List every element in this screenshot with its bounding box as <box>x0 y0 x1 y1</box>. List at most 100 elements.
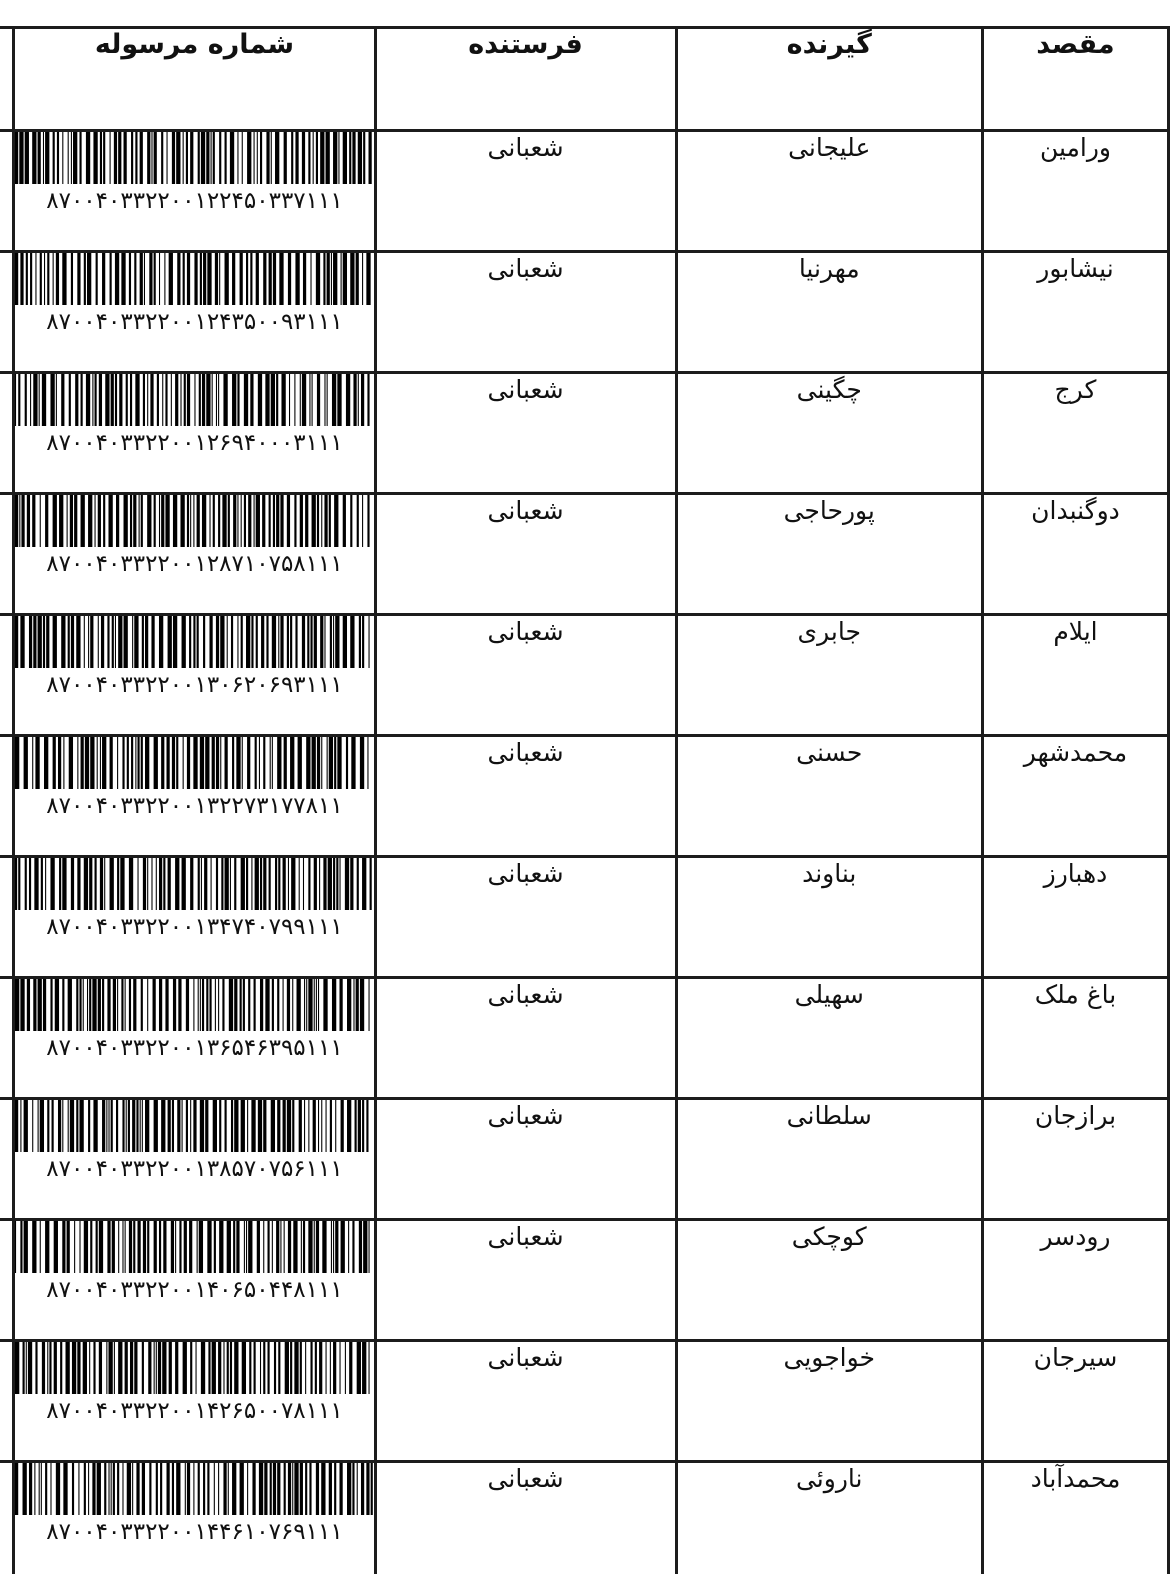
cell-receiver: جابری <box>674 613 984 737</box>
cell-sender: شعبانی <box>373 855 678 979</box>
cell-row-number: ۳ <box>0 371 16 495</box>
cell-receiver: علیجانی <box>674 129 984 253</box>
barcode-image <box>15 616 370 668</box>
parcel-number-text: ۸۷۰۰۴۰۳۳۲۲۰۰۱۳۶۵۴۶۳۹۵۱۱۱ <box>46 1035 343 1061</box>
cell-parcel-number[interactable]: ۸۷۰۰۴۰۳۳۲۲۰۰۱۳۰۶۲۰۶۹۳۱۱۱ <box>12 613 377 737</box>
table-row[interactable]: برازجان سلطانی شعبانی ۸۷۰۰۴۰۳۳۲۲۰۰۱۳۸۵۷۰۷۵۶… <box>0 1097 1170 1221</box>
barcode-image <box>15 1100 369 1152</box>
barcode-image <box>15 737 369 789</box>
barcode-image <box>15 132 373 184</box>
cell-row-number: ۷ <box>0 855 16 979</box>
cell-sender: شعبانی <box>373 1460 678 1574</box>
cell-parcel-number[interactable]: ۸۷۰۰۴۰۳۳۲۲۰۰۱۳۶۵۴۶۳۹۵۱۱۱ <box>12 976 377 1100</box>
cell-parcel-number[interactable]: ۸۷۰۰۴۰۳۳۲۲۰۰۱۴۰۶۵۰۴۴۸۱۱۱ <box>12 1218 377 1342</box>
parcel-number-text: ۸۷۰۰۴۰۳۳۲۲۰۰۱۳۴۷۴۰۷۹۹۱۱۱ <box>46 914 343 940</box>
cell-sender: شعبانی <box>373 976 678 1100</box>
cell-sender: شعبانی <box>373 1097 678 1221</box>
column-header-receiver[interactable]: گیرنده <box>674 26 984 132</box>
parcel-number-text: ۸۷۰۰۴۰۳۳۲۲۰۰۱۲۲۴۵۰۳۳۷۱۱۱ <box>46 188 343 214</box>
barcode-image <box>15 1342 370 1394</box>
barcode-image <box>15 253 372 305</box>
cell-destination: ورامین <box>980 129 1170 253</box>
cell-destination: باغ ملک <box>980 976 1170 1100</box>
barcode-image <box>15 1463 374 1515</box>
cell-parcel-number[interactable]: ۸۷۰۰۴۰۳۳۲۲۰۰۱۳۸۵۷۰۷۵۶۱۱۱ <box>12 1097 377 1221</box>
cell-row-number: ۹ <box>0 1097 16 1221</box>
cell-receiver: سلطانی <box>674 1097 984 1221</box>
cell-parcel-number[interactable]: ۸۷۰۰۴۰۳۳۲۲۰۰۱۳۲۲۷۳۱۷۷۸۱۱ <box>12 734 377 858</box>
cell-destination: محمدشهر <box>980 734 1170 858</box>
cell-destination: دوگنبدان <box>980 492 1170 616</box>
cell-row-number: ۱۲ <box>0 1460 16 1574</box>
cell-sender: شعبانی <box>373 734 678 858</box>
barcode-image <box>15 858 373 910</box>
cell-parcel-number[interactable]: ۸۷۰۰۴۰۳۳۲۲۰۰۱۴۲۶۵۰۰۷۸۱۱۱ <box>12 1339 377 1463</box>
cell-row-number: ۱ <box>0 129 16 253</box>
table-row[interactable]: رودسر کوچکی شعبانی ۸۷۰۰۴۰۳۳۲۲۰۰۱۴۰۶۵۰۴۴۸۱۱۱… <box>0 1218 1170 1342</box>
barcode-image <box>15 495 370 547</box>
parcel-number-text: ۸۷۰۰۴۰۳۳۲۲۰۰۱۳۰۶۲۰۶۹۳۱۱۱ <box>46 672 343 698</box>
cell-row-number: ۵ <box>0 613 16 737</box>
cell-receiver: ناروئی <box>674 1460 984 1574</box>
cell-row-number: ۶ <box>0 734 16 858</box>
table-row[interactable]: دوگنبدان پورحاجی شعبانی ۸۷۰۰۴۰۳۳۲۲۰۰۱۲۸۷۱۰۷… <box>0 492 1170 616</box>
table-row[interactable]: محمدآباد ناروئی شعبانی ۸۷۰۰۴۰۳۳۲۲۰۰۱۴۴۶۱۰۷۶… <box>0 1460 1170 1574</box>
cell-parcel-number[interactable]: ۸۷۰۰۴۰۳۳۲۲۰۰۱۳۴۷۴۰۷۹۹۱۱۱ <box>12 855 377 979</box>
cell-parcel-number[interactable]: ۸۷۰۰۴۰۳۳۲۲۰۰۱۲۲۴۵۰۳۳۷۱۱۱ <box>12 129 377 253</box>
cell-parcel-number[interactable]: ۸۷۰۰۴۰۳۳۲۲۰۰۱۲۶۹۴۰۰۰۳۱۱۱ <box>12 371 377 495</box>
cell-receiver: حسنی <box>674 734 984 858</box>
table-row[interactable]: دهبارز بناوند شعبانی ۸۷۰۰۴۰۳۳۲۲۰۰۱۳۴۷۴۰۷۹۹۱… <box>0 855 1170 979</box>
table-row[interactable]: ایلام جابری شعبانی ۸۷۰۰۴۰۳۳۲۲۰۰۱۳۰۶۲۰۶۹۳۱۱۱… <box>0 613 1170 737</box>
column-header-sender[interactable]: فرستنده <box>373 26 678 132</box>
cell-receiver: بناوند <box>674 855 984 979</box>
cell-sender: شعبانی <box>373 492 678 616</box>
cell-parcel-number[interactable]: ۸۷۰۰۴۰۳۳۲۲۰۰۱۲۴۳۵۰۰۹۳۱۱۱ <box>12 250 377 374</box>
cell-sender: شعبانی <box>373 250 678 374</box>
column-header-parcel[interactable]: شماره مرسوله <box>12 26 377 132</box>
cell-row-number: ۱۰ <box>0 1218 16 1342</box>
column-header-radif[interactable]: ردیف <box>0 26 16 132</box>
cell-receiver: خواجویی <box>674 1339 984 1463</box>
parcel-number-text: ۸۷۰۰۴۰۳۳۲۲۰۰۱۴۴۶۱۰۷۶۹۱۱۱ <box>46 1519 343 1545</box>
cell-destination: سیرجان <box>980 1339 1170 1463</box>
cell-destination: کرج <box>980 371 1170 495</box>
cell-sender: شعبانی <box>373 613 678 737</box>
parcel-number-text: ۸۷۰۰۴۰۳۳۲۲۰۰۱۲۶۹۴۰۰۰۳۱۱۱ <box>46 430 343 456</box>
table-row[interactable]: سیرجان خواجویی شعبانی ۸۷۰۰۴۰۳۳۲۲۰۰۱۴۲۶۵۰۰۷۸… <box>0 1339 1170 1463</box>
cell-parcel-number[interactable]: ۸۷۰۰۴۰۳۳۲۲۰۰۱۴۴۶۱۰۷۶۹۱۱۱ <box>12 1460 377 1574</box>
parcel-number-text: ۸۷۰۰۴۰۳۳۲۲۰۰۱۲۸۷۱۰۷۵۸۱۱۱ <box>46 551 343 577</box>
table-header: مقصد گیرنده فرستنده شماره مرسوله ردیف <box>0 26 1170 132</box>
cell-parcel-number[interactable]: ۸۷۰۰۴۰۳۳۲۲۰۰۱۲۸۷۱۰۷۵۸۱۱۱ <box>12 492 377 616</box>
header-row: مقصد گیرنده فرستنده شماره مرسوله ردیف <box>0 26 1170 132</box>
parcel-number-text: ۸۷۰۰۴۰۳۳۲۲۰۰۱۴۲۶۵۰۰۷۸۱۱۱ <box>46 1398 343 1424</box>
table-row[interactable]: باغ ملک سهیلی شعبانی ۸۷۰۰۴۰۳۳۲۲۰۰۱۳۶۵۴۶۳۹۵۱… <box>0 976 1170 1100</box>
cell-destination: برازجان <box>980 1097 1170 1221</box>
cell-receiver: سهیلی <box>674 976 984 1100</box>
cell-destination: نیشابور <box>980 250 1170 374</box>
cell-sender: شعبانی <box>373 1218 678 1342</box>
parcel-number-text: ۸۷۰۰۴۰۳۳۲۲۰۰۱۲۴۳۵۰۰۹۳۱۱۱ <box>46 309 343 335</box>
parcel-manifest-table: مقصد گیرنده فرستنده شماره مرسوله ردیف ور… <box>0 26 1170 1574</box>
table-row[interactable]: محمدشهر حسنی شعبانی ۸۷۰۰۴۰۳۳۲۲۰۰۱۳۲۲۷۳۱۷۷۸۱… <box>0 734 1170 858</box>
barcode-image <box>15 1221 370 1273</box>
cell-row-number: ۸ <box>0 976 16 1100</box>
parcel-number-text: ۸۷۰۰۴۰۳۳۲۲۰۰۱۴۰۶۵۰۴۴۸۱۱۱ <box>46 1277 343 1303</box>
cell-destination: ایلام <box>980 613 1170 737</box>
parcel-number-text: ۸۷۰۰۴۰۳۳۲۲۰۰۱۳۸۵۷۰۷۵۶۱۱۱ <box>46 1156 343 1182</box>
cell-sender: شعبانی <box>373 1339 678 1463</box>
cell-row-number: ۲ <box>0 250 16 374</box>
cell-destination: دهبارز <box>980 855 1170 979</box>
cell-sender: شعبانی <box>373 371 678 495</box>
column-header-dest[interactable]: مقصد <box>980 26 1170 132</box>
cell-row-number: ۱۱ <box>0 1339 16 1463</box>
cell-receiver: پورحاجی <box>674 492 984 616</box>
table-scroll-region[interactable]: مقصد گیرنده فرستنده شماره مرسوله ردیف ور… <box>0 26 1170 1574</box>
cell-destination: محمدآباد <box>980 1460 1170 1574</box>
cell-receiver: مهرنیا <box>674 250 984 374</box>
parcel-number-text: ۸۷۰۰۴۰۳۳۲۲۰۰۱۳۲۲۷۳۱۷۷۸۱۱ <box>46 793 343 819</box>
table-row[interactable]: نیشابور مهرنیا شعبانی ۸۷۰۰۴۰۳۳۲۲۰۰۱۲۴۳۵۰۰۹۳… <box>0 250 1170 374</box>
barcode-image <box>15 979 370 1031</box>
table-body: ورامین علیجانی شعبانی ۸۷۰۰۴۰۳۳۲۲۰۰۱۲۲۴۵۰۳۳۷… <box>0 129 1170 1574</box>
table-row[interactable]: ورامین علیجانی شعبانی ۸۷۰۰۴۰۳۳۲۲۰۰۱۲۲۴۵۰۳۳۷… <box>0 129 1170 253</box>
